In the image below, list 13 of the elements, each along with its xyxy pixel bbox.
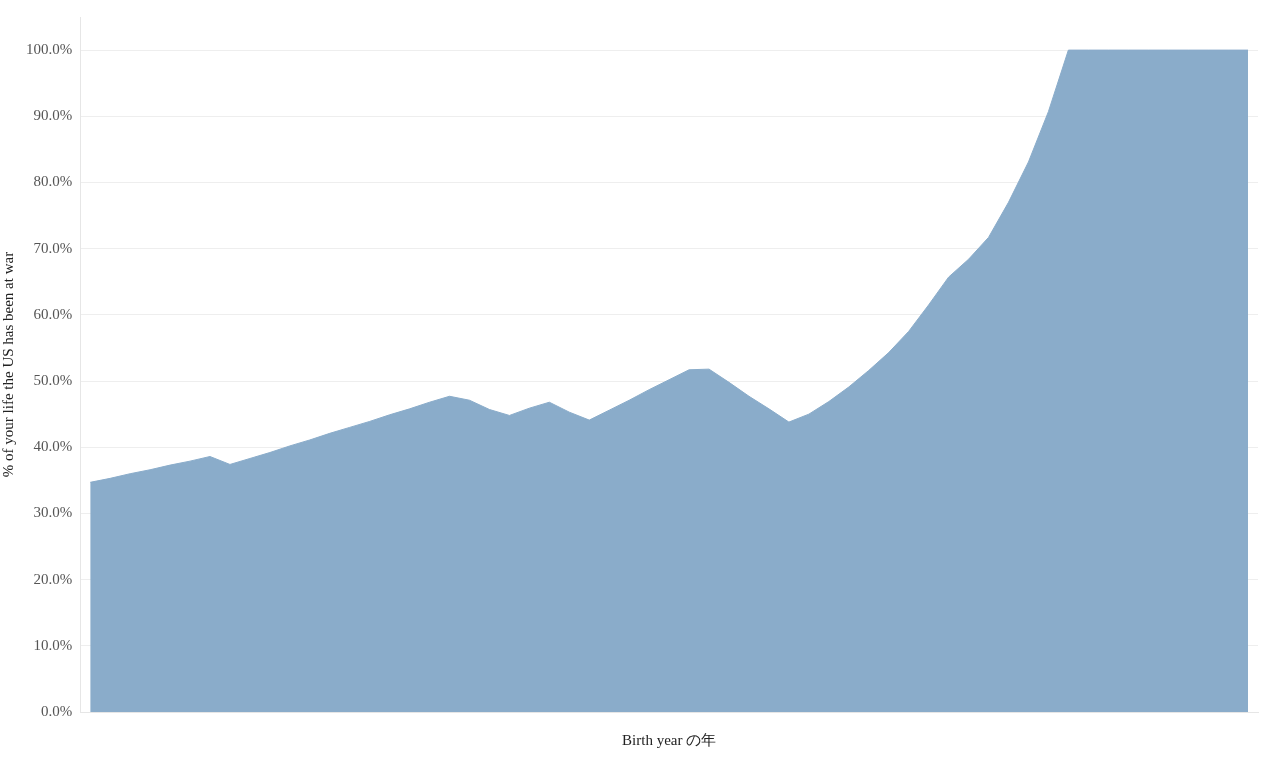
y-tick-label: 100.0% [26,41,73,58]
y-tick-label: 10.0% [33,636,73,653]
y-tick-label: 90.0% [33,107,73,124]
y-axis-title: % of your life the US has been at war [0,251,16,478]
y-tick-label: 0.0% [41,702,73,719]
y-tick-label: 20.0% [33,570,73,587]
x-axis-title: Birth year の年 [622,731,717,748]
y-tick-label: 60.0% [33,305,73,322]
y-tick-label: 80.0% [33,173,73,190]
y-tick-label: 40.0% [33,438,73,455]
y-tick-label: 70.0% [33,239,73,256]
y-tick-label: 50.0% [33,371,73,388]
y-tick-label: 30.0% [33,504,73,521]
